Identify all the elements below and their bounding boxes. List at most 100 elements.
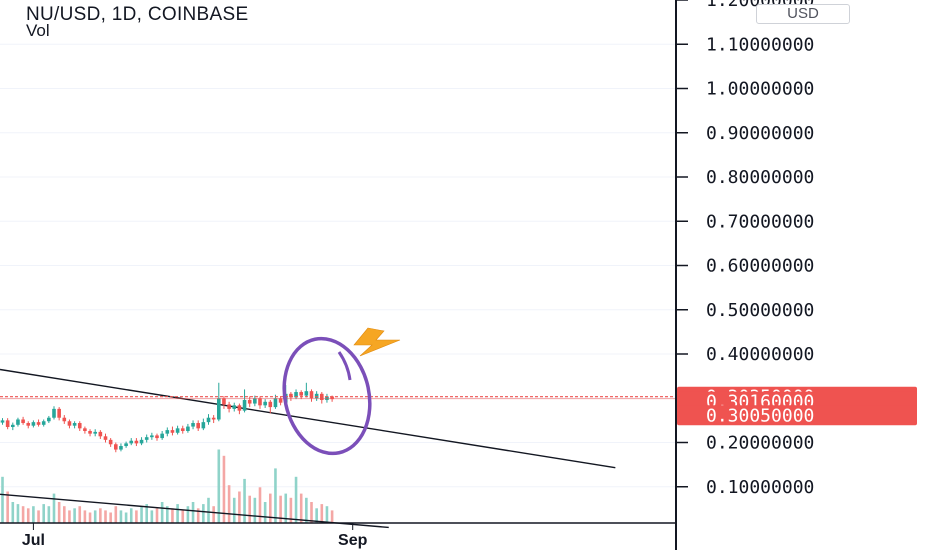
volume-bar bbox=[93, 510, 97, 523]
volume-bar bbox=[166, 506, 169, 523]
volume-bar bbox=[181, 510, 185, 523]
volume-bar bbox=[222, 455, 226, 523]
time-tick-label: Sep bbox=[338, 532, 368, 549]
annotation-circle[interactable] bbox=[274, 331, 380, 462]
volume-bar bbox=[330, 510, 334, 523]
candle-body bbox=[191, 423, 195, 427]
trendline-1 bbox=[0, 368, 616, 469]
volume-bar bbox=[325, 506, 329, 523]
candle-body bbox=[180, 428, 185, 431]
volume-bar bbox=[284, 493, 288, 523]
volume-bars bbox=[1, 449, 334, 523]
volume-bar bbox=[243, 478, 246, 523]
candle-body bbox=[242, 400, 247, 411]
candle-body bbox=[175, 428, 180, 433]
candle-body bbox=[0, 420, 5, 423]
candle-body bbox=[11, 424, 15, 428]
volume-bar bbox=[315, 508, 318, 523]
volume-bar bbox=[6, 491, 9, 523]
price-tick-label: 0.40000000 bbox=[706, 344, 814, 365]
candle-body bbox=[47, 417, 51, 422]
volume-bar bbox=[176, 504, 179, 523]
candle-body bbox=[26, 423, 31, 426]
volume-bar bbox=[32, 506, 35, 523]
volume-bar bbox=[78, 506, 82, 523]
candle-body bbox=[124, 443, 128, 447]
candle-body bbox=[278, 398, 283, 403]
candle-body bbox=[31, 422, 36, 426]
volume-bar bbox=[52, 493, 56, 523]
volume-bar bbox=[47, 506, 51, 523]
volume-bar bbox=[16, 504, 20, 523]
volume-indicator-label[interactable]: Vol bbox=[26, 21, 50, 40]
price-tick-label: 0.60000000 bbox=[706, 256, 814, 277]
currency-badge[interactable]: USD bbox=[756, 4, 850, 24]
candle-body bbox=[304, 391, 309, 396]
volume-bar bbox=[83, 510, 87, 523]
volume-bar bbox=[119, 510, 123, 523]
price-tick-label: 0.70000000 bbox=[706, 211, 814, 232]
volume-bar bbox=[238, 491, 241, 523]
candle-body bbox=[21, 419, 25, 424]
candle-body bbox=[119, 446, 123, 450]
candle-body bbox=[289, 393, 293, 398]
candle-body bbox=[217, 398, 221, 420]
volume-bar bbox=[248, 495, 251, 523]
volume-bar bbox=[160, 502, 164, 523]
volume-bar bbox=[155, 508, 159, 523]
volume-bar bbox=[279, 495, 282, 523]
price-axis[interactable] bbox=[0, 0, 677, 550]
time-tick-label: Jul bbox=[22, 532, 45, 549]
volume-bar bbox=[73, 508, 76, 523]
drawing-annotations[interactable] bbox=[274, 327, 401, 462]
volume-bar bbox=[258, 487, 262, 523]
volume-bar bbox=[263, 502, 267, 523]
candle-body bbox=[114, 444, 118, 450]
candle-body bbox=[98, 431, 103, 437]
candle-body bbox=[268, 401, 273, 408]
candle-body bbox=[83, 428, 87, 431]
candle-body bbox=[52, 408, 56, 418]
volume-bar bbox=[274, 468, 277, 523]
volume-bar bbox=[104, 510, 107, 523]
candle-body bbox=[211, 417, 216, 420]
candle-body bbox=[62, 417, 67, 422]
candle-body bbox=[150, 435, 154, 438]
candle-body bbox=[36, 422, 41, 425]
candle-body bbox=[247, 400, 252, 404]
candle-body bbox=[186, 426, 190, 431]
volume-bar bbox=[21, 506, 25, 523]
candle-body bbox=[155, 435, 159, 439]
candle-body bbox=[108, 439, 113, 445]
volume-bar bbox=[269, 493, 272, 523]
volume-bar bbox=[140, 506, 143, 523]
volume-bar bbox=[320, 504, 324, 523]
volume-bar bbox=[207, 497, 210, 523]
volume-bar bbox=[310, 502, 313, 523]
candle-body bbox=[16, 419, 20, 425]
candlestick-series bbox=[0, 382, 334, 453]
volume-bar bbox=[129, 508, 133, 523]
candle-body bbox=[67, 421, 72, 426]
candle-body bbox=[258, 398, 262, 406]
candle-body bbox=[232, 405, 237, 409]
candle-body bbox=[263, 401, 267, 406]
candle-body bbox=[41, 421, 46, 425]
candle-body bbox=[330, 396, 334, 400]
candle-body bbox=[129, 440, 134, 444]
candle-body bbox=[88, 430, 92, 434]
volume-bar bbox=[63, 506, 66, 523]
volume-bar bbox=[227, 485, 231, 523]
trendline-2 bbox=[0, 493, 389, 529]
volume-bar bbox=[232, 497, 236, 523]
price-tick-label: 1.10000000 bbox=[706, 34, 814, 55]
volume-bar bbox=[202, 504, 205, 523]
price-tick-label: 0.90000000 bbox=[706, 123, 814, 144]
volume-bar bbox=[289, 497, 293, 523]
trendlines[interactable] bbox=[0, 368, 616, 529]
candle-body bbox=[93, 431, 97, 434]
volume-bar bbox=[37, 510, 40, 523]
symbol-title[interactable]: NU/USD, 1D, COINBASE bbox=[26, 4, 249, 25]
